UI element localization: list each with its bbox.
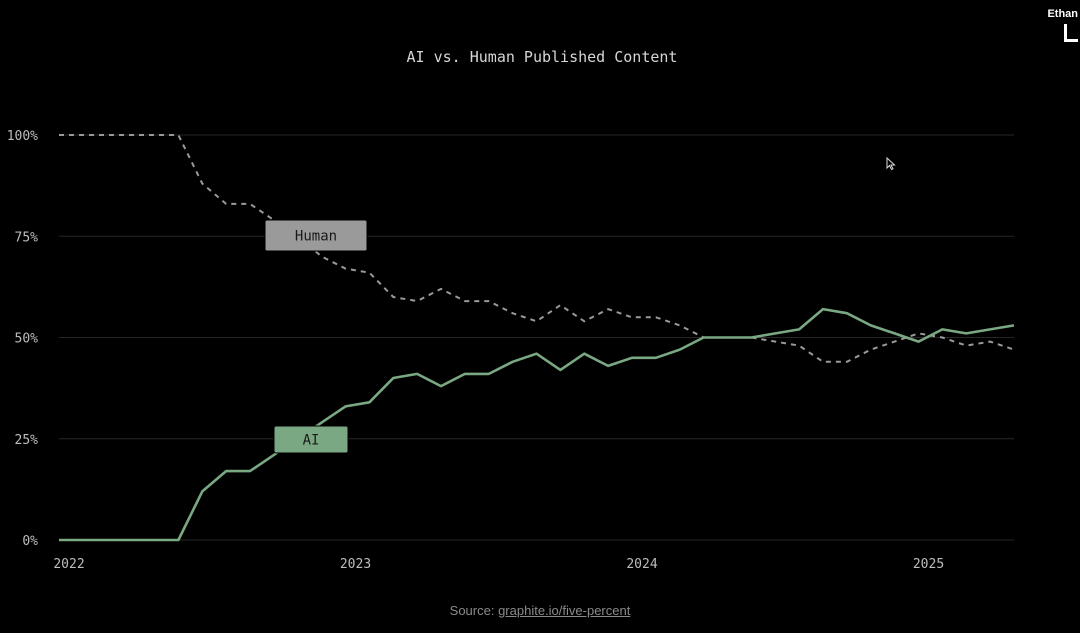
source-link[interactable]: graphite.io/five-percent	[498, 603, 631, 618]
source-prefix: Source:	[449, 603, 499, 618]
y-tick-label: 50%	[15, 332, 39, 347]
series-label-ai: AI	[273, 425, 349, 454]
series-label-text: Human	[295, 229, 337, 245]
x-tick-label: 2023	[340, 557, 371, 572]
mouse-cursor-icon	[886, 157, 896, 171]
y-axis-ticks: 100% 75% 50% 25% 0%	[7, 129, 38, 549]
source-note: Source: graphite.io/five-percent	[0, 603, 1080, 618]
brand-logo-icon	[1064, 24, 1078, 42]
x-axis-ticks: 2022 2023 2024 2025	[53, 557, 944, 572]
x-tick-label: 2022	[53, 557, 84, 572]
y-tick-label: 0%	[22, 534, 38, 549]
brand-watermark: Ethan	[1047, 8, 1078, 42]
grid-layer	[59, 134, 1014, 541]
y-tick-label: 25%	[15, 433, 39, 448]
series-layer	[59, 134, 1015, 542]
series-label-human: Human	[264, 219, 368, 252]
y-tick-label: 100%	[7, 129, 38, 144]
brand-name: Ethan	[1047, 8, 1078, 20]
y-tick-label: 75%	[15, 230, 39, 245]
x-tick-label: 2024	[626, 557, 657, 572]
series-labels: Human AI	[264, 219, 368, 454]
series-line-human	[59, 134, 1015, 363]
series-label-text: AI	[303, 433, 320, 449]
x-tick-label: 2025	[913, 557, 944, 572]
chart-title: AI vs. Human Published Content	[407, 48, 678, 66]
series-line-ai	[59, 307, 1015, 542]
